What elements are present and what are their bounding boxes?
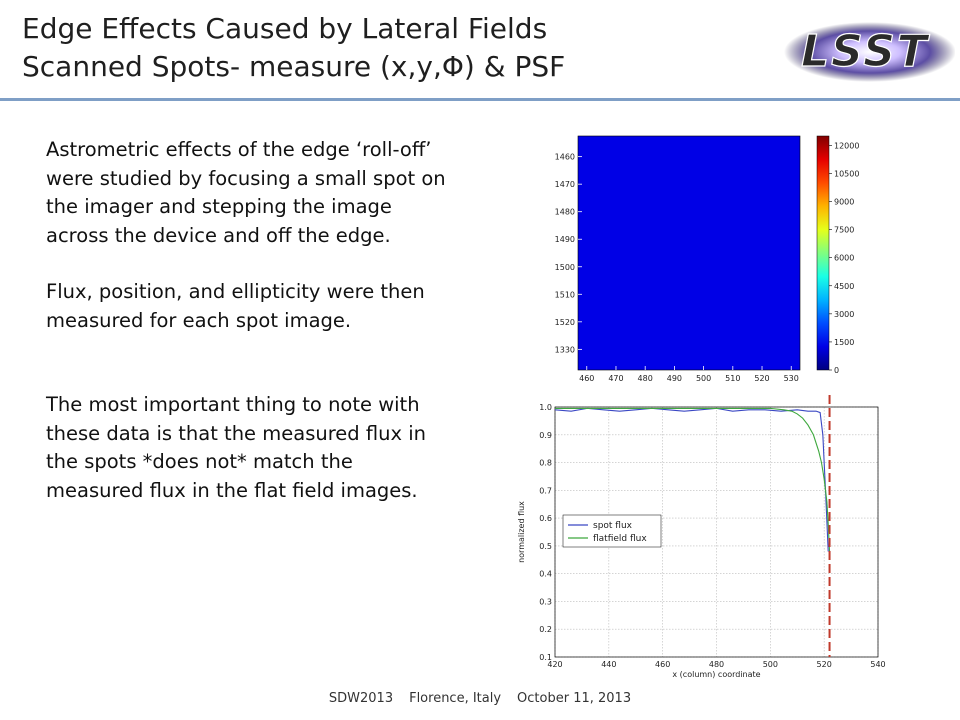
flux-x-axis-label: x (column) coordinate [672,670,760,679]
colorbar-tick-label: 9000 [834,198,854,207]
body-text: Astrometric effects of the edge ‘roll-of… [46,136,456,533]
colorbar-tick-label: 0 [834,366,839,375]
flux-y-tick-label: 0.4 [539,570,552,579]
heatmap-x-tick-label: 520 [754,374,769,383]
heatmap-x-tick-label: 490 [667,374,682,383]
galaxy-glow [784,22,955,82]
flux-x-tick-label: 440 [601,660,616,669]
title-line-1: Edge Effects Caused by Lateral Fields [22,12,548,45]
flux-x-tick-label: 500 [763,660,778,669]
flux-series-line [554,407,829,552]
colorbar-tick-label: 6000 [834,254,854,263]
footer-event: SDW2013 [328,691,394,706]
flux-x-tick-label: 520 [817,660,832,669]
lsst-logo: LSST [784,22,955,82]
flux-x-tick-label: 480 [709,660,724,669]
flux-y-tick-label: 0.5 [539,542,552,551]
footer: SDW2013 Florence, Italy October 11, 2013 [0,691,960,706]
spot-heatmap-chart: 460 470 480 490 500 510 520 530 1460 1470 1480 1490… [555,135,859,383]
flux-y-tick-label: 0.2 [539,625,552,634]
heatmap-x-tick-label: 530 [784,374,799,383]
colorbar-tick-label: 10500 [834,169,859,178]
colorbar-tick-label: 1500 [834,338,854,347]
paragraph-3: The most important thing to note with th… [46,393,427,502]
flux-x-tick-label: 460 [655,660,670,669]
colorbar-tick-label: 4500 [834,282,854,291]
title-line-2: Scanned Spots- measure (x,y,Φ) & PSF [22,50,566,83]
heatmap-y-tick-label: 1490 [555,235,575,244]
flux-legend: spot flux flatfield flux [562,514,662,548]
flux-y-tick-label: 0.6 [539,514,552,523]
footer-date: October 11, 2013 [517,691,632,706]
paragraph-1: Astrometric effects of the edge ‘roll-of… [46,138,446,247]
flux-y-tick-label: 0.3 [539,597,552,606]
colorbar-tick-label: 7500 [834,226,854,235]
heatmap-x-tick-label: 460 [579,374,594,383]
heatmap-y-tick-label: 1480 [555,208,575,217]
footer-location: Florence, Italy [409,691,502,706]
heatmap-y-tick-label: 1460 [555,153,575,162]
flux-line-chart: 420 440 460 480 500 520 540 0.1 0.2 0.3 0.4 0.5 0.6 0… [517,395,886,679]
heatmap-y-tick-label: 1520 [555,318,575,327]
flux-y-tick-label: 0.7 [539,486,552,495]
colorbar-tick-label: 12000 [834,141,859,150]
title-divider [0,98,960,101]
colorbar-tick-label: 3000 [834,310,854,319]
heatmap-y-tick-label: 1330 [555,345,575,354]
flux-y-tick-label: 0.8 [539,459,552,468]
logo-text: LSST [801,26,930,77]
heatmap-x-tick-label: 500 [696,374,711,383]
flux-y-axis-label: normalized flux [517,501,526,563]
flux-x-tick-label: 420 [547,660,562,669]
flux-y-tick-label: 0.9 [539,431,552,440]
flux-y-tick-label: 1.0 [539,403,552,412]
heatmap-plot-area [577,135,801,371]
flux-x-tick-label: 540 [870,660,885,669]
heatmap-y-tick-label: 1500 [555,263,575,272]
slide-title: Edge Effects Caused by Lateral Fields Sc… [22,10,565,86]
paragraph-2: Flux, position, and ellipticity were the… [46,280,425,332]
legend-label: flatfield flux [593,534,647,544]
colorbar [816,135,830,371]
heatmap-x-tick-label: 470 [608,374,623,383]
legend-label: spot flux [593,521,633,531]
flux-y-tick-label: 0.1 [539,653,552,662]
flux-axes-frame [554,406,879,658]
legend-box [562,514,662,548]
heatmap-x-tick-label: 480 [638,374,653,383]
heatmap-y-tick-label: 1510 [555,290,575,299]
heatmap-x-tick-label: 510 [725,374,740,383]
heatmap-y-tick-label: 1470 [555,180,575,189]
flux-series-line [555,407,831,552]
